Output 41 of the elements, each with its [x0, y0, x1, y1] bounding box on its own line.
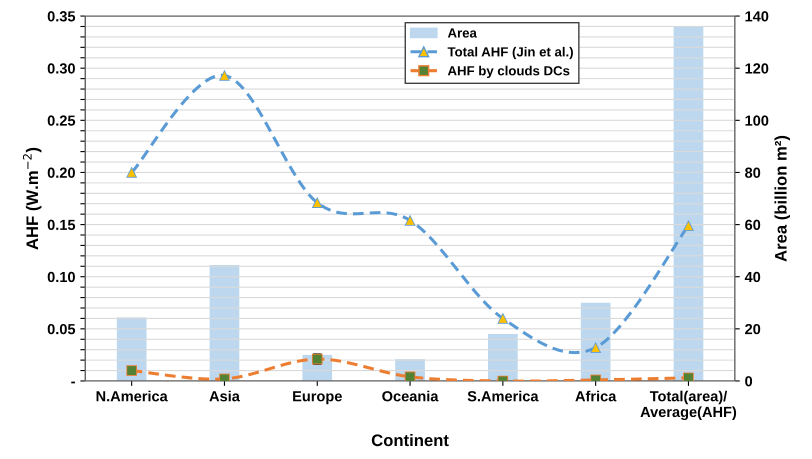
- y-tick-label: 0.15: [48, 220, 76, 230]
- x-tick-label: Oceania: [382, 390, 439, 402]
- x-tick-label: N.America: [96, 390, 168, 402]
- y-tick-label: 0.10: [48, 272, 75, 282]
- y-tick-label: 0.05: [48, 324, 76, 334]
- x-tick-label: Total(area)/ Average(AHF): [640, 390, 736, 420]
- y-tick-label: 0.30: [48, 63, 75, 74]
- x-tick-label: S.America: [468, 390, 539, 402]
- y2-tick-label: 100: [746, 115, 768, 126]
- point: [404, 215, 416, 226]
- y2-tick-label: 60: [745, 220, 760, 230]
- y-tick-label: 0.20: [48, 168, 75, 178]
- x-tick-label: Europe: [293, 391, 342, 404]
- bar: [674, 26, 704, 381]
- y-tick-label: 0.35: [48, 11, 76, 22]
- point: [498, 313, 508, 324]
- point: [590, 342, 601, 353]
- point: [683, 372, 694, 381]
- x-tick-label: Asia: [209, 390, 240, 402]
- point: [126, 167, 137, 178]
- y2-tick-label: 40: [744, 272, 760, 282]
- y2-tick-label: 140: [746, 11, 768, 22]
- y2-tick-label: 20: [745, 324, 760, 334]
- legend-label: Area: [448, 28, 477, 38]
- legend-label: AHF by clouds DCs: [448, 66, 570, 78]
- y-tick-label: -: [71, 382, 75, 384]
- point: [312, 197, 323, 208]
- y2-tick-label: 0: [745, 376, 752, 386]
- legend-label: Total AHF (Jin et al.): [448, 46, 573, 60]
- y2-tick-label: 120: [746, 63, 768, 74]
- y2-axis-title: Area (billion m²): [774, 136, 790, 262]
- point: [404, 372, 416, 381]
- y-axis-title: AHF (W.m$^{−2}$): [22, 148, 42, 250]
- x-tick-label: Africa: [575, 390, 616, 402]
- bar: [210, 264, 240, 381]
- y-tick-label: 0.25: [48, 115, 76, 126]
- point: [219, 70, 230, 81]
- point: [126, 365, 137, 376]
- y2-tick-label: 80: [745, 168, 760, 178]
- x-axis-title: Continent: [372, 434, 449, 446]
- point: [683, 220, 694, 231]
